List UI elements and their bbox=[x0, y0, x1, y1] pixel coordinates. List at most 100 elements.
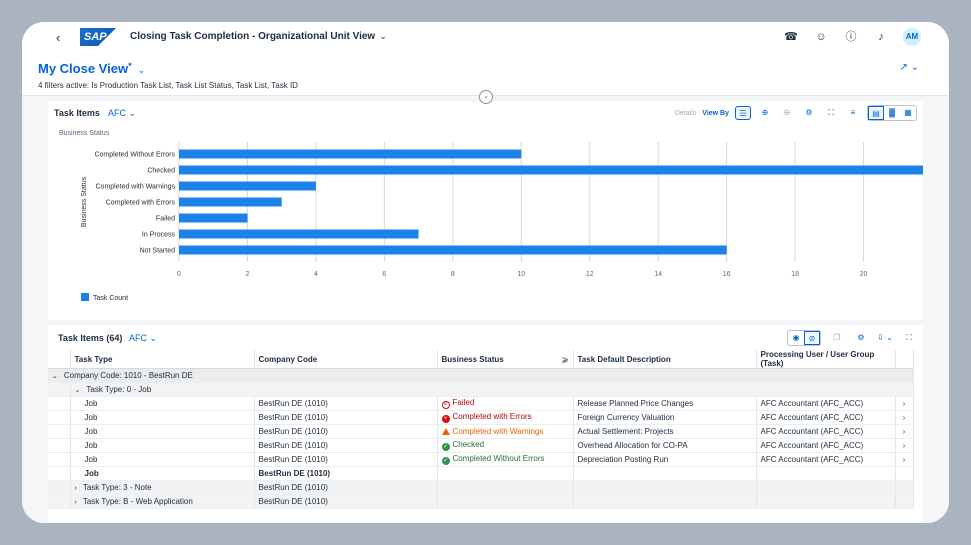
cell-task-type: Job bbox=[70, 424, 255, 439]
cell-description: Actual Settlement: Projects bbox=[573, 424, 757, 439]
chart-variant-select[interactable]: AFC ⌄ bbox=[108, 108, 137, 118]
chart-card: Task Items AFC ⌄ Details View By ☰ ⊕ ⊖ ⚙… bbox=[48, 102, 923, 320]
fullscreen-icon[interactable]: ⛶ bbox=[828, 108, 834, 117]
app-title: Closing Task Completion - Organizational… bbox=[130, 31, 376, 42]
x-tick-label: 2 bbox=[246, 271, 250, 278]
bar bbox=[179, 165, 923, 175]
legend-toggle-icon[interactable]: ☰ bbox=[735, 106, 751, 120]
task-items-table: Task Type Company Code Business Status ⩾ … bbox=[48, 350, 914, 509]
collapse-header-button[interactable]: ⌄ bbox=[479, 90, 493, 104]
back-icon[interactable]: ‹ bbox=[56, 30, 61, 45]
settings-icon[interactable]: ⚙ bbox=[805, 108, 813, 117]
y-axis-label: Business Status bbox=[81, 176, 88, 227]
group-row-task-type-3[interactable]: › Task Type: 3 - Note BestRun DE (1010) bbox=[48, 480, 914, 495]
table-row[interactable]: Job BestRun DE (1010) × Completed with Er… bbox=[48, 410, 914, 425]
x-tick-label: 18 bbox=[791, 271, 799, 278]
warning-icon bbox=[441, 428, 450, 435]
chart-toolbar: Task Items AFC ⌄ Details View By ☰ ⊕ ⊖ ⚙… bbox=[48, 102, 923, 122]
status-text: Completed with Warnings bbox=[452, 427, 544, 436]
column-header-business-status-label: Business Status bbox=[441, 354, 504, 364]
cell-description: Release Planned Price Changes bbox=[573, 396, 757, 411]
bar bbox=[179, 181, 316, 191]
bell-icon[interactable]: ♪ bbox=[878, 31, 884, 43]
chat-icon[interactable]: ☺ bbox=[815, 31, 827, 43]
table-row[interactable]: Job BestRun DE (1010) ✓ Checked Overhead … bbox=[48, 438, 914, 453]
subtotal-row: Job BestRun DE (1010) bbox=[48, 466, 914, 481]
chevron-down-icon: ⌄ bbox=[137, 65, 146, 75]
table-header-row: Task Type Company Code Business Status ⩾ … bbox=[48, 350, 914, 369]
row-navigation-icon[interactable]: › bbox=[895, 424, 914, 439]
details-button[interactable]: Details bbox=[674, 109, 697, 117]
app-title-menu[interactable]: Closing Task Completion - Organizational… bbox=[130, 31, 387, 42]
group-label: Task Type: 0 - Job bbox=[86, 385, 152, 394]
group-row-task-type-b[interactable]: › Task Type: B - Web Application BestRun … bbox=[48, 494, 914, 509]
headset-icon[interactable]: ☎ bbox=[784, 31, 798, 43]
variant-management[interactable]: My Close View* ⌄ bbox=[38, 61, 145, 76]
chart-type-icon[interactable]: ≡ bbox=[850, 108, 856, 117]
column-header-business-status[interactable]: Business Status ⩾ bbox=[437, 350, 574, 369]
column-header-task-description[interactable]: Task Default Description bbox=[573, 350, 757, 369]
column-header-company-code[interactable]: Company Code bbox=[254, 350, 438, 369]
cell-user: AFC Accountant (AFC_ACC) bbox=[756, 452, 896, 467]
table-actions: ◉ ⊘ ❐ ⚙ ⇩ ⌄ ⛶ bbox=[787, 330, 917, 346]
table-fullscreen-icon[interactable]: ⛶ bbox=[906, 333, 912, 342]
x-tick-label: 10 bbox=[517, 271, 525, 278]
status-text: Completed Without Errors bbox=[452, 454, 545, 463]
export-icon[interactable]: ⇩ ⌄ bbox=[877, 333, 893, 342]
x-tick-label: 12 bbox=[586, 271, 594, 278]
chevron-down-icon[interactable]: ⌄ bbox=[74, 387, 81, 394]
bar-chart: 0246810121416182022Completed Without Err… bbox=[81, 142, 923, 302]
table-row[interactable]: Job BestRun DE (1010) Completed with War… bbox=[48, 424, 914, 439]
hide-icon[interactable]: ⊘ bbox=[804, 331, 820, 345]
column-header-task-type[interactable]: Task Type bbox=[70, 350, 255, 369]
zoom-out-icon[interactable]: ⊖ bbox=[783, 108, 791, 117]
row-navigation-icon[interactable]: › bbox=[895, 438, 914, 453]
group-row-task-type-0[interactable]: ⌄ Task Type: 0 - Job bbox=[48, 382, 914, 397]
status-text: Failed bbox=[452, 398, 475, 407]
table-row[interactable]: Job BestRun DE (1010) ✓ Completed Without… bbox=[48, 452, 914, 467]
page-content: Task Items AFC ⌄ Details View By ☰ ⊕ ⊖ ⚙… bbox=[22, 96, 949, 523]
chart-table-view-icon[interactable]: ▓ bbox=[889, 108, 895, 117]
zoom-in-icon[interactable]: ⊕ bbox=[761, 108, 769, 117]
x-tick-label: 6 bbox=[382, 271, 386, 278]
chart-view-icon[interactable]: ▤ bbox=[868, 106, 884, 120]
y-tick-label: Failed bbox=[156, 216, 175, 223]
cell-company: BestRun DE (1010) bbox=[254, 452, 438, 467]
table-variant-select[interactable]: AFC ⌄ bbox=[129, 333, 158, 343]
chevron-right-icon[interactable]: › bbox=[74, 485, 77, 492]
selection-column-header bbox=[48, 350, 71, 369]
column-header-processing-user[interactable]: Processing User / User Group (Task) bbox=[756, 350, 896, 369]
visibility-switch: ◉ ⊘ bbox=[787, 330, 821, 346]
cell-user: AFC Accountant (AFC_ACC) bbox=[756, 396, 896, 411]
table-row[interactable]: Job BestRun DE (1010) × Failed Release Pl… bbox=[48, 396, 914, 411]
row-navigation-icon[interactable]: › bbox=[895, 396, 914, 411]
group-label: Task Type: B - Web Application bbox=[82, 497, 193, 506]
row-navigation-icon[interactable]: › bbox=[895, 452, 914, 467]
nav-column-header bbox=[895, 350, 914, 369]
show-icon[interactable]: ◉ bbox=[792, 333, 800, 342]
y-tick-label: Completed with Errors bbox=[106, 200, 176, 207]
copy-icon[interactable]: ❐ bbox=[833, 333, 841, 342]
sap-logo[interactable]: SAP bbox=[80, 28, 116, 46]
y-tick-label: Not Started bbox=[140, 248, 176, 255]
row-navigation-icon[interactable]: › bbox=[895, 410, 914, 425]
cell-status: Completed with Warnings bbox=[437, 424, 574, 439]
checkmark-icon: ✓ bbox=[441, 457, 450, 465]
share-icon[interactable]: ↗ ⌄ bbox=[899, 62, 919, 73]
variant-modified-marker: * bbox=[128, 61, 132, 71]
help-icon[interactable]: ⓘ bbox=[845, 31, 857, 43]
cell-description: Overhead Allocation for CO-PA bbox=[573, 438, 757, 453]
table-view-icon[interactable]: ▦ bbox=[904, 108, 912, 117]
avatar[interactable]: AM bbox=[903, 28, 921, 46]
shell-actions: ☎ ☺ ⓘ ♪ AM bbox=[783, 28, 921, 46]
chart-card-title: Task Items bbox=[54, 108, 100, 118]
view-by-button[interactable]: View By bbox=[702, 109, 729, 117]
cell-status: × Completed with Errors bbox=[437, 410, 574, 425]
table-settings-icon[interactable]: ⚙ bbox=[857, 333, 865, 342]
variant-title: My Close View bbox=[38, 61, 129, 76]
chevron-right-icon[interactable]: › bbox=[74, 499, 77, 506]
chevron-down-icon[interactable]: ⌄ bbox=[52, 373, 58, 380]
group-row-company[interactable]: ⌄ Company Code: 1010 - BestRun DE bbox=[48, 368, 914, 383]
legend-swatch bbox=[81, 293, 89, 301]
x-tick-label: 4 bbox=[314, 271, 318, 278]
